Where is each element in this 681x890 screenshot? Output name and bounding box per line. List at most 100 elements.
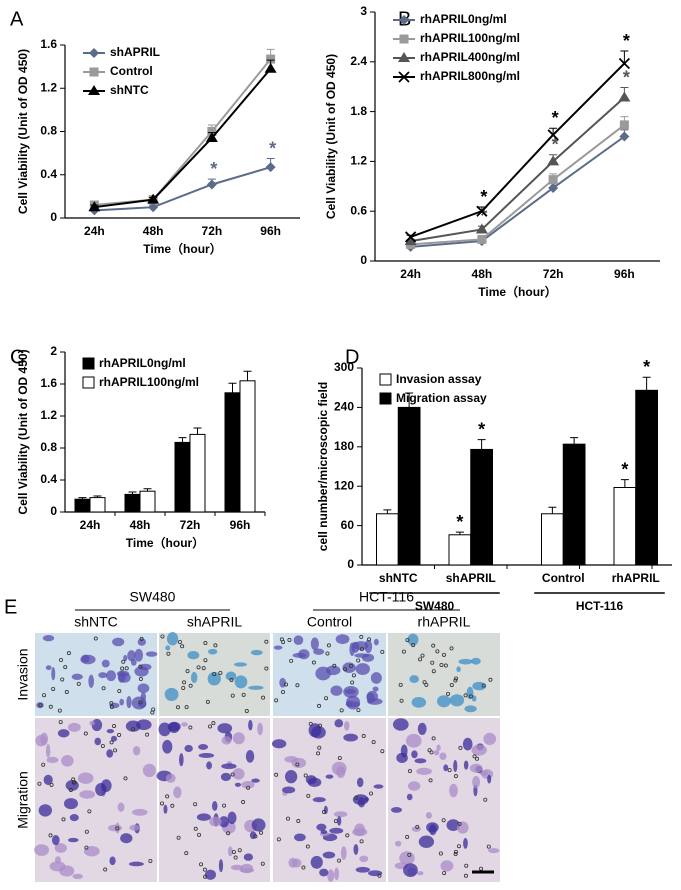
pore [399,698,404,703]
cell [145,651,158,657]
cell [221,736,232,745]
pore [165,794,170,799]
cell [481,769,494,780]
cell [131,808,148,816]
cell [164,687,179,701]
cell [218,859,224,873]
significance-mark: * [210,159,217,179]
pore [276,837,281,842]
pore [112,723,117,728]
cell [77,772,94,784]
bar [174,441,191,513]
pore [431,669,436,674]
pore [170,803,175,808]
cell [325,665,341,676]
pore [343,667,348,672]
pore [37,781,42,786]
pore [160,634,165,639]
cell [446,819,461,831]
cell [51,834,60,846]
legend-label: shAPRIL [110,45,160,59]
pore [184,705,189,710]
legend-label: rhAPRIL0ng/ml [99,356,186,370]
significance-mark: * [623,31,630,51]
cell [282,786,296,794]
cell [411,696,427,708]
cell [325,774,334,779]
pore [422,680,427,685]
pore [274,698,279,703]
cell [239,868,255,873]
x-tick-label: 72h [202,224,223,238]
x-tick-label: 72h [543,267,564,281]
pore [488,677,493,682]
cell [411,750,418,759]
cell [232,768,245,780]
pore [430,660,435,665]
cell [344,689,356,695]
pore [59,658,64,663]
pore [93,636,98,641]
cell [158,722,171,737]
pore [160,801,165,806]
cell [110,735,118,742]
cell [230,864,244,871]
cell [243,853,254,861]
pore [441,818,446,823]
cell [128,861,144,867]
cell [173,786,182,799]
pore [226,831,231,836]
pore [405,638,410,643]
cell [294,833,306,842]
cell [106,728,115,734]
cell [439,752,447,761]
pore [428,778,433,783]
cell [212,801,218,811]
cell [225,671,237,681]
cell [327,869,335,882]
cell [334,867,340,881]
pore [438,851,443,856]
point [619,120,629,130]
y-axis-label: Cell Viability (Unit of OD 450) [324,54,338,219]
cell [206,761,212,770]
y-tick-label: 0.4 [40,472,57,486]
pore [230,772,235,777]
error-bar [642,376,651,391]
pore [333,819,338,824]
pore [398,682,403,687]
pore [321,810,326,815]
y-tick-label: 60 [341,518,355,532]
cell [42,634,55,642]
pore [48,833,53,838]
cell [112,637,125,647]
pore [449,646,454,651]
pore [449,682,454,687]
cell [368,870,383,877]
pore [339,708,344,713]
cell [119,698,125,706]
cell [54,843,67,853]
x-tick-label: Control [542,571,585,585]
error-bar [193,427,202,435]
row-label: Invasion [15,648,31,700]
pore [253,834,258,839]
pore [117,733,122,738]
cell [390,807,403,813]
pore [483,797,488,802]
cell [63,798,78,810]
pore [60,677,65,682]
y-tick-label: 1.2 [350,154,367,168]
pore [287,638,292,643]
error-bar [620,50,629,64]
pore [120,666,125,671]
cell [417,722,427,736]
cell [184,744,193,753]
cell [217,723,233,734]
significance-mark: * [480,206,487,226]
x-tick-label: shAPRIL [446,571,496,585]
error-bar [128,491,137,495]
cell [101,659,110,668]
y-tick-label: 240 [334,400,354,414]
